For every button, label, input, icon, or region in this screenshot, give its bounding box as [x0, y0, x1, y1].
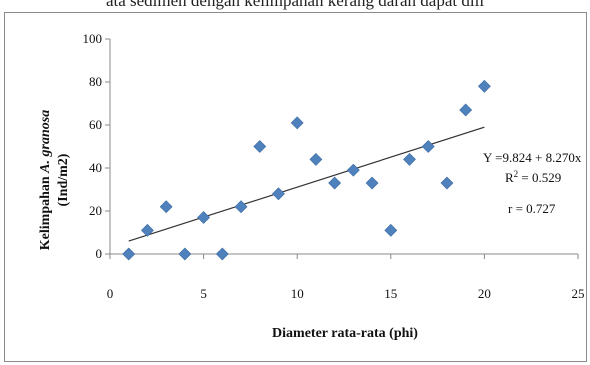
y-axis-label-unit: (Ind/m2) [56, 153, 71, 206]
data-point [346, 163, 360, 177]
data-point [309, 152, 323, 166]
y-tick-label: 0 [96, 246, 103, 261]
data-point [365, 176, 379, 190]
x-tick-label: 20 [478, 286, 491, 301]
r-label: r = 0.727 [508, 201, 556, 216]
data-point [234, 200, 248, 214]
y-tick-label: 80 [89, 74, 102, 89]
data-point [421, 140, 435, 153]
r-squared-label: R2 = 0.529 [505, 169, 561, 185]
data-point [272, 187, 285, 201]
data-point [477, 79, 491, 93]
data-point [178, 247, 192, 261]
data-point [290, 116, 304, 130]
y-tick-label: 100 [83, 31, 103, 46]
y-axis-label-line1: Kelimpahan [38, 173, 53, 250]
chart-frame [4, 12, 587, 362]
data-point [384, 223, 398, 237]
y-axis-label-italic: A. granosa [38, 110, 53, 174]
data-point [403, 152, 416, 166]
x-tick-label: 25 [572, 286, 585, 301]
data-point [253, 140, 267, 153]
caption-fragment: ata sedimen dengan kelimpahan kerang dar… [105, 0, 485, 10]
data-point [459, 103, 473, 117]
data-point [141, 223, 154, 237]
data-point [215, 247, 229, 261]
trend-equation: Y =9.824 + 8.270x [483, 150, 582, 165]
y-tick-label: 40 [89, 160, 102, 175]
x-tick-label: 10 [291, 286, 304, 301]
data-point [328, 176, 342, 190]
data-point [197, 211, 211, 224]
y-tick-label: 20 [89, 203, 102, 218]
data-point [122, 247, 136, 261]
data-point [440, 176, 454, 190]
x-tick-label: 0 [107, 286, 114, 301]
y-axis-label: Kelimpahan A. granosa [38, 110, 53, 250]
data-point [159, 200, 173, 214]
x-tick-label: 5 [200, 286, 207, 301]
x-tick-label: 15 [384, 286, 397, 301]
y-tick-label: 60 [89, 117, 102, 132]
x-axis-label: Diameter rata-rata (phi) [272, 326, 418, 341]
